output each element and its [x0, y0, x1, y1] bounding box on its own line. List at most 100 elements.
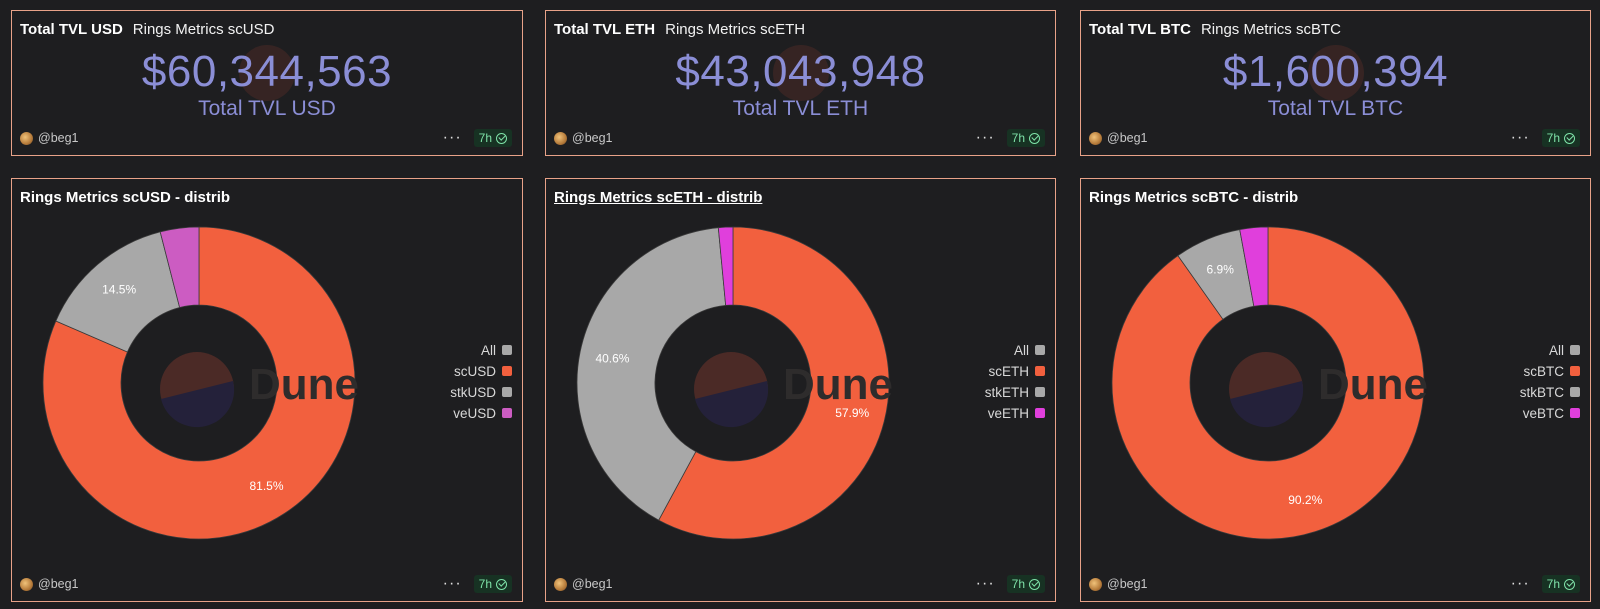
age-text: 7h	[1546, 577, 1560, 591]
refresh-badge[interactable]: 7h	[473, 129, 512, 147]
legend-swatch	[1035, 408, 1045, 418]
slice-scBTC[interactable]	[1111, 226, 1425, 540]
slice-scETH[interactable]	[658, 226, 890, 540]
legend-item-All[interactable]: All	[481, 342, 512, 358]
legend-item-stkBTC[interactable]: stkBTC	[1520, 384, 1580, 400]
legend-label: scETH	[988, 363, 1030, 379]
refresh-badge[interactable]: 7h	[1006, 129, 1045, 147]
check-circle-icon	[496, 578, 507, 590]
more-options-icon[interactable]: ···	[1510, 575, 1530, 592]
legend-item-veUSD[interactable]: veUSD	[453, 405, 512, 421]
kpi-label: Total TVL ETH	[732, 97, 869, 120]
logo-watermark	[772, 45, 829, 101]
dist-panel-usd[interactable]: Rings Metrics scUSD - distrib 81.5% 14.5%…	[11, 178, 523, 602]
panel-title[interactable]: Rings Metrics scUSD - distrib	[20, 189, 230, 206]
author-link[interactable]: @beg1	[20, 131, 79, 145]
age-text: 7h	[478, 577, 492, 591]
slice-stkETH[interactable]	[576, 227, 727, 521]
refresh-badge[interactable]: 7h	[1541, 575, 1580, 593]
legend-swatch	[502, 345, 512, 355]
legend-label: stkBTC	[1519, 384, 1564, 400]
slice-scUSD[interactable]	[42, 226, 356, 540]
more-options-icon[interactable]: ···	[442, 575, 462, 592]
legend-item-veBTC[interactable]: veBTC	[1523, 405, 1580, 421]
kpi-label: Total TVL BTC	[1267, 97, 1404, 120]
legend-label: veUSD	[453, 405, 496, 421]
legend-label: veBTC	[1522, 405, 1564, 421]
author-name: @beg1	[1107, 131, 1148, 145]
kpi-subtitle: Rings Metrics scUSD	[132, 21, 275, 38]
more-options-icon[interactable]: ···	[1510, 129, 1530, 146]
dune-logo-shadow	[1230, 381, 1304, 428]
check-circle-icon	[496, 132, 507, 144]
avatar	[1089, 131, 1102, 145]
panel-title[interactable]: Total TVL USD Rings Metrics scUSD	[20, 21, 274, 38]
dist-panel-btc[interactable]: Rings Metrics scBTC - distrib 90.2% 6.9% D…	[1080, 178, 1591, 602]
panel-footer-actions: ··· 7h	[976, 575, 1045, 593]
author-name: @beg1	[572, 131, 613, 145]
legend-swatch	[1035, 366, 1045, 376]
more-options-icon[interactable]: ···	[975, 575, 995, 592]
check-circle-icon	[1564, 132, 1575, 144]
legend-label: scBTC	[1523, 363, 1565, 379]
donut-chart-eth[interactable]: 57.9% 40.6% Dune	[546, 179, 986, 559]
kpi-subtitle: Rings Metrics scETH	[665, 21, 806, 38]
panel-footer-actions: ··· 7h	[1511, 129, 1580, 147]
author-link[interactable]: @beg1	[1089, 577, 1148, 591]
kpi-value: $43,043,948	[675, 47, 926, 96]
logo-watermark	[239, 45, 295, 101]
author-name: @beg1	[38, 577, 79, 591]
author-link[interactable]: @beg1	[20, 577, 79, 591]
slice-veETH[interactable]	[717, 226, 734, 306]
author-link[interactable]: @beg1	[554, 131, 613, 145]
chart-legend: All scUSD stkUSD veUSD	[450, 342, 512, 421]
dune-watermark-text: Dune	[783, 360, 893, 409]
legend-label: stkUSD	[450, 384, 496, 400]
dist-title: Rings Metrics scBTC - distrib	[1089, 189, 1299, 206]
panel-title[interactable]: Total TVL ETH Rings Metrics scETH	[554, 21, 805, 38]
more-options-icon[interactable]: ···	[442, 129, 462, 146]
legend-label: All	[1013, 342, 1029, 358]
kpi-panel-usd[interactable]: Total TVL USD Rings Metrics scUSD $60,344…	[11, 10, 523, 156]
slice-label-stkBTC: 6.9%	[1207, 263, 1235, 277]
legend-swatch	[1035, 387, 1045, 397]
legend-item-All[interactable]: All	[1549, 342, 1580, 358]
check-circle-icon	[1029, 578, 1040, 590]
legend-item-stkETH[interactable]: stkETH	[985, 384, 1045, 400]
dist-title: Rings Metrics scETH - distrib	[554, 189, 763, 206]
donut-chart-usd[interactable]: 81.5% 14.5% Dune	[12, 179, 452, 559]
author-link[interactable]: @beg1	[554, 577, 613, 591]
legend-swatch	[1570, 408, 1580, 418]
legend-item-veETH[interactable]: veETH	[988, 405, 1045, 421]
kpi-value: $1,600,394	[1222, 47, 1449, 96]
age-text: 7h	[478, 131, 492, 145]
legend-item-All[interactable]: All	[1014, 342, 1045, 358]
kpi-panel-eth[interactable]: Total TVL ETH Rings Metrics scETH $43,043…	[545, 10, 1056, 156]
panel-title[interactable]: Rings Metrics scETH - distrib	[554, 189, 762, 206]
slice-label-scBTC: 90.2%	[1288, 493, 1322, 507]
legend-item-scETH[interactable]: scETH	[988, 363, 1045, 379]
slice-label-stkETH: 40.6%	[595, 351, 629, 365]
legend-item-stkUSD[interactable]: stkUSD	[450, 384, 512, 400]
legend-swatch	[1570, 366, 1580, 376]
slice-veBTC[interactable]	[1239, 226, 1269, 307]
slice-veUSD[interactable]	[159, 226, 200, 308]
kpi-label: Total TVL USD	[198, 97, 336, 120]
panel-title[interactable]: Total TVL BTC Rings Metrics scBTC	[1089, 21, 1341, 38]
kpi-title: Total TVL ETH	[554, 21, 656, 38]
refresh-badge[interactable]: 7h	[473, 575, 512, 593]
refresh-badge[interactable]: 7h	[1006, 575, 1045, 593]
kpi-panel-btc[interactable]: Total TVL BTC Rings Metrics scBTC $1,600,…	[1080, 10, 1591, 156]
refresh-badge[interactable]: 7h	[1541, 129, 1580, 147]
donut-chart-btc[interactable]: 90.2% 6.9% Dune	[1081, 179, 1521, 559]
slice-label-scUSD: 81.5%	[250, 479, 284, 493]
check-circle-icon	[1029, 132, 1040, 144]
author-link[interactable]: @beg1	[1089, 131, 1148, 145]
more-options-icon[interactable]: ···	[975, 129, 995, 146]
legend-item-scBTC[interactable]: scBTC	[1523, 363, 1580, 379]
legend-item-scUSD[interactable]: scUSD	[454, 363, 512, 379]
dist-panel-eth[interactable]: Rings Metrics scETH - distrib 57.9% 40.6%…	[545, 178, 1056, 602]
panel-title[interactable]: Rings Metrics scBTC - distrib	[1089, 189, 1298, 206]
chart-legend: All scETH stkETH veETH	[985, 342, 1045, 421]
